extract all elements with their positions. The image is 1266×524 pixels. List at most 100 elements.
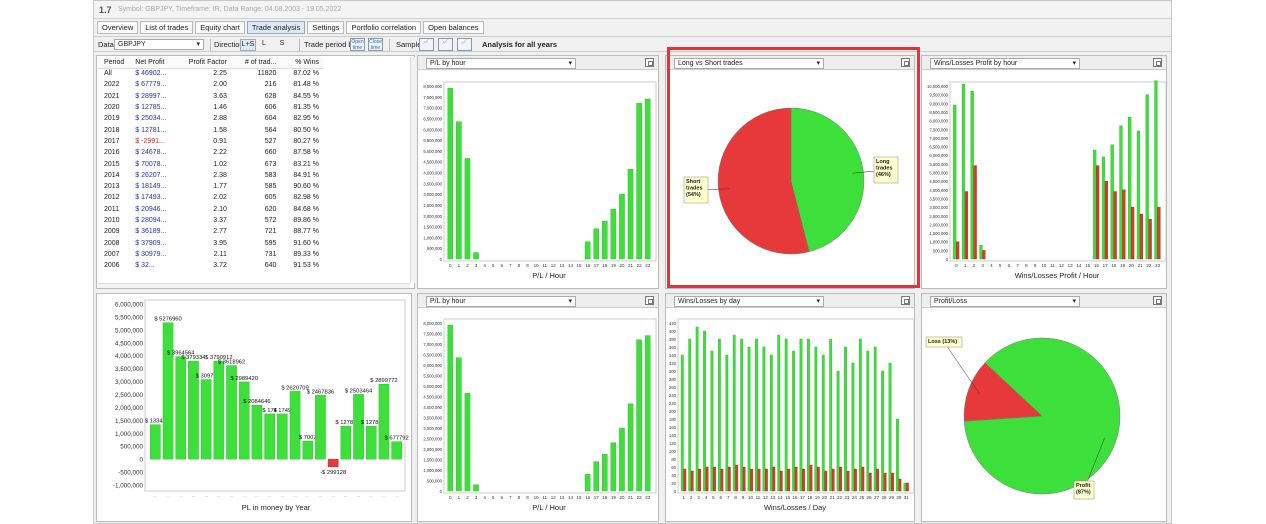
table-cell: 2017: [104, 137, 120, 145]
chart-type-select[interactable]: P/L by hour ▾: [426, 58, 576, 69]
chart-type-select[interactable]: Long vs Short trades ▾: [674, 58, 824, 69]
open-time-icon[interactable]: Open time: [350, 38, 365, 51]
direction-short-button[interactable]: S: [279, 40, 285, 47]
tab-settings[interactable]: Settings: [307, 21, 345, 34]
bar: [883, 472, 887, 492]
table-row[interactable]: 2016 $ 24678... 2.22 660 87.58 %: [98, 147, 323, 158]
maximize-icon[interactable]: [901, 296, 910, 305]
column-header[interactable]: % Wins: [280, 57, 323, 69]
column-header[interactable]: # of trad...: [230, 57, 281, 69]
data-select[interactable]: GBPJPY ▾: [114, 39, 204, 50]
x-tick-label: 17: [594, 263, 600, 268]
y-tick-label: 160: [669, 425, 677, 430]
column-header[interactable]: Profit Factor: [173, 57, 231, 69]
table-row[interactable]: 2007 $ 30979... 2.11 731 89.33 %: [98, 249, 323, 260]
bar: [602, 454, 608, 492]
y-tick-label: 420: [669, 321, 677, 326]
y-tick-label: 5,000,000: [423, 149, 442, 154]
table-row[interactable]: 2020 $ 12785... 1.46 606 81.35 %: [98, 102, 323, 113]
column-header[interactable]: Period: [98, 57, 130, 69]
x-tick-label: ...: [331, 493, 334, 498]
bar: [757, 468, 761, 492]
x-tick-label: ...: [204, 493, 207, 498]
chart-type-value: Wins/Losses by day: [678, 298, 741, 305]
table-cell: 1.58: [213, 126, 227, 134]
x-tick-label: 12: [763, 495, 769, 500]
vertical-scrollbar[interactable]: [410, 57, 416, 283]
x-tick-label: 2: [690, 495, 693, 500]
table-row[interactable]: 2013 $ 18149... 1.77 585 90.60 %: [98, 181, 323, 192]
chart-type-select[interactable]: Wins/Losses Profit by hour ▾: [930, 58, 1080, 69]
table-row[interactable]: 2021 $ 28997... 3.63 628 84.55 %: [98, 91, 323, 102]
direction-all-button[interactable]: L+S: [240, 39, 256, 51]
direction-label: Direction: [214, 40, 244, 49]
chart-type-select[interactable]: P/L by hour ▾: [426, 296, 576, 307]
y-tick-label: 300: [669, 369, 677, 374]
table-row[interactable]: 2010 $ 28094... 3.37 572 89.86 %: [98, 215, 323, 226]
x-tick-label: 27: [874, 495, 880, 500]
tab-trade-analysis[interactable]: Trade analysis: [246, 21, 306, 34]
y-tick-label: 360: [669, 345, 677, 350]
bar: [973, 165, 977, 260]
bar: [881, 370, 885, 492]
horizontal-scrollbar[interactable]: [98, 283, 410, 288]
table-row[interactable]: 2015 $ 70078... 1.02 673 83.21 %: [98, 158, 323, 169]
bar: [698, 468, 702, 492]
bar: [814, 346, 818, 492]
bar: [1148, 219, 1152, 260]
table-row[interactable]: 2014 $ 26207... 2.38 583 84.91 %: [98, 170, 323, 181]
maximize-icon[interactable]: [1153, 296, 1162, 305]
tab-open-balances[interactable]: Open balances: [423, 21, 484, 34]
tab-overview[interactable]: Overview: [97, 21, 139, 34]
bar: [792, 350, 795, 492]
column-header[interactable]: Net Profit: [129, 57, 174, 69]
table-cell: 80.50 %: [293, 126, 319, 134]
sample-out-icon[interactable]: 📈: [438, 38, 453, 51]
close-time-icon[interactable]: Close time: [368, 38, 383, 51]
x-tick-label: 22: [1146, 263, 1152, 268]
direction-long-button[interactable]: L: [262, 40, 266, 47]
y-tick-label: 7,500,000: [423, 95, 442, 100]
bar: [839, 466, 842, 492]
table-row[interactable]: 2017 $ -2991... 0.91 527 80.27 %: [98, 136, 323, 147]
table-cell: 2012: [104, 194, 120, 202]
table-row[interactable]: 2018 $ 12781... 1.58 564 80.50 %: [98, 124, 323, 135]
table-row[interactable]: 2022 $ 67779... 2.00 216 81.48 %: [98, 79, 323, 90]
table-cell: 2011: [104, 205, 120, 213]
bar: [703, 330, 706, 492]
tab-equity-chart[interactable]: Equity chart: [195, 21, 245, 34]
chart-type-select[interactable]: Profit/Loss ▾: [930, 296, 1080, 307]
bar: [831, 468, 835, 492]
table-cell: 2.11: [213, 250, 227, 258]
y-tick-label: 8,000,000: [929, 119, 948, 124]
bar: [846, 470, 850, 492]
x-tick-label: 11: [756, 495, 761, 500]
table-row[interactable]: 2012 $ 17493... 2.02 605 82.98 %: [98, 192, 323, 203]
table-cell: $ 12781...: [135, 126, 167, 134]
maximize-icon[interactable]: [1153, 58, 1162, 67]
bar: [794, 466, 798, 492]
maximize-icon[interactable]: [901, 58, 910, 67]
tab-portfolio-correlation[interactable]: Portfolio correlation: [346, 21, 422, 34]
table-row[interactable]: 2006 $ 32... 3.72 640 91.53 %: [98, 260, 323, 271]
x-tick-label: 5: [712, 495, 715, 500]
table-row[interactable]: All $ 46902... 2.25 11820 87.02 %: [98, 68, 323, 79]
table-row[interactable]: 2008 $ 37909... 3.95 595 91.60 %: [98, 237, 323, 248]
bar: [277, 413, 288, 460]
sample-in-icon[interactable]: 📈: [419, 38, 434, 51]
x-tick-label: 3: [475, 263, 478, 268]
data-label: $ 13343: [145, 419, 166, 425]
table-row[interactable]: 2011 $ 20946... 2.10 620 84.68 %: [98, 204, 323, 215]
maximize-icon[interactable]: [645, 58, 654, 67]
bar: [473, 484, 479, 492]
maximize-icon[interactable]: [645, 296, 654, 305]
tab-list-of-trades[interactable]: List of trades: [140, 21, 194, 34]
sample-all-icon[interactable]: 📈: [457, 38, 472, 51]
y-tick-label: 500,000: [933, 248, 949, 253]
table-row[interactable]: 2019 $ 25034... 2.88 604 82.95 %: [98, 113, 323, 124]
table-row[interactable]: 2009 $ 36189... 2.77 721 88.77 %: [98, 226, 323, 237]
bar: [456, 357, 462, 492]
x-tick-label: ...: [230, 493, 233, 498]
bar: [750, 468, 753, 492]
chart-type-select[interactable]: Wins/Losses by day ▾: [674, 296, 824, 307]
